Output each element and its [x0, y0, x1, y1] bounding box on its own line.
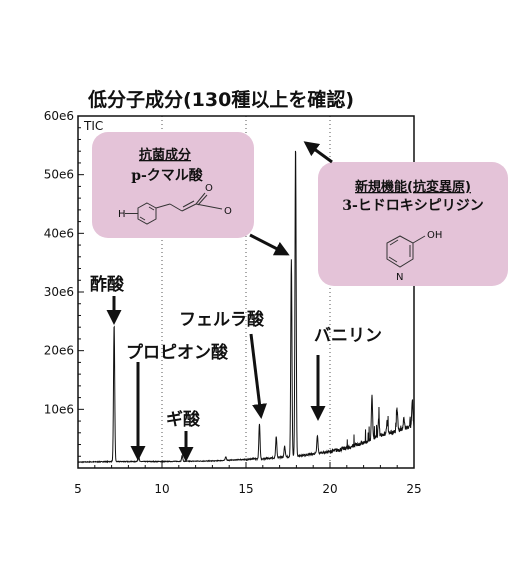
y-tick-label: 60e6	[44, 109, 74, 123]
label-vanillin: バニリン	[314, 326, 382, 346]
label-propionic-acid: プロピオン酸	[126, 342, 229, 363]
antibacterial-compound: p-クマル酸	[131, 167, 204, 184]
arrow-hydroxypyridine	[303, 141, 333, 164]
x-tick-label: 10	[154, 482, 169, 496]
atom-n: N	[396, 272, 403, 283]
y-tick-label: 30e6	[44, 285, 74, 299]
y-tick-label: 10e6	[44, 402, 74, 416]
atom-h: H	[118, 209, 126, 220]
new-function-compound: 3-ヒドロキシピリジン	[342, 198, 484, 214]
label-ferulic-acid: フェルラ酸	[179, 309, 265, 330]
x-tick-label: 25	[406, 482, 421, 496]
p-coumaric-structure	[125, 192, 223, 225]
y-tick-label: 40e6	[44, 226, 74, 240]
y-tick-label: 20e6	[44, 344, 74, 358]
trace-label: TIC	[83, 119, 103, 133]
antibacterial-box-bg	[92, 132, 254, 238]
grid-lines	[161, 116, 331, 468]
x-tick-label: 5	[74, 482, 82, 496]
x-axis: 5 10 15 20 25	[74, 462, 422, 496]
tic-trace	[77, 150, 415, 464]
atom-oh: OH	[427, 230, 442, 241]
atom-o-right: O	[224, 206, 232, 217]
y-tick-label: 50e6	[44, 168, 74, 182]
label-formic-acid: ギ酸	[166, 409, 201, 430]
antibacterial-heading: 抗菌成分	[139, 147, 191, 163]
new-function-heading: 新規機能(抗変異原)	[355, 179, 471, 195]
antibacterial-box: 抗菌成分 p-クマル酸 H O O	[92, 132, 254, 238]
hydroxypyridine-structure	[386, 235, 426, 268]
x-tick-label: 20	[322, 482, 337, 496]
label-acetic-acid: 酢酸	[90, 274, 125, 295]
arrow-p-coumaric	[249, 233, 290, 256]
atom-o-top: O	[205, 183, 213, 194]
x-tick-label: 15	[238, 482, 253, 496]
plot-frame	[77, 115, 415, 469]
chart-title: 低分子成分(130種以上を確認)	[87, 88, 354, 111]
new-function-box: 新規機能(抗変異原) 3-ヒドロキシピリジン OH N	[318, 162, 508, 286]
arrow-ferulic-acid	[249, 333, 267, 419]
y-axis: 10e6 20e6 30e6 40e6 50e6 60e6	[44, 109, 84, 457]
new-function-box-bg	[318, 162, 508, 286]
